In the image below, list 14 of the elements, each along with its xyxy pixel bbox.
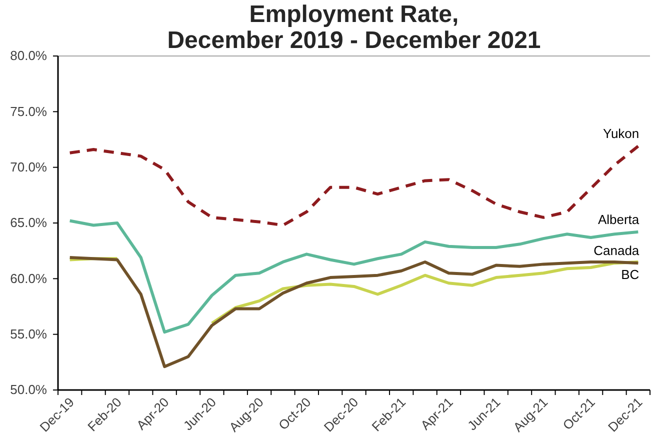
y-tick-label: 65.0%: [10, 215, 48, 230]
line-series: [68, 256, 640, 368]
y-tick-label: 75.0%: [10, 104, 48, 119]
series-label: Alberta: [598, 212, 640, 227]
line-series: [68, 144, 640, 227]
y-tick-label: 70.0%: [10, 159, 48, 174]
y-tick-label: 55.0%: [10, 326, 48, 342]
series-label: Canada: [594, 243, 640, 258]
chart-title: Employment Rate, December 2019 - December 2021: [167, 1, 541, 54]
y-tick-label: 60.0%: [10, 270, 48, 286]
y-tick-label: 80.0%: [10, 48, 48, 64]
y-tick-label: 50.0%: [10, 382, 48, 398]
series-label: BC: [621, 266, 640, 282]
series-label: Yukon: [603, 126, 640, 142]
